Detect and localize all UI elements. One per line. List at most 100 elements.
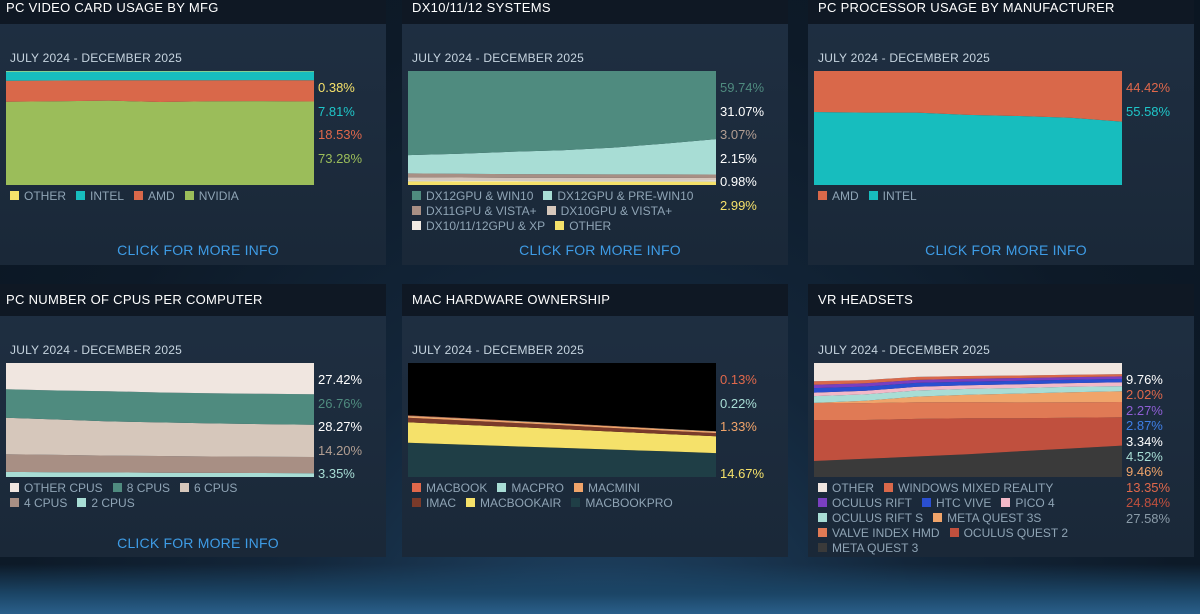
legend-swatch <box>546 206 556 215</box>
legend-item: AMD <box>134 189 175 204</box>
legend-label: NVIDIA <box>198 189 239 203</box>
legend-swatch <box>412 221 421 230</box>
value-label: 2.27% <box>1126 402 1163 418</box>
legend-label: DX10/11/12GPU & XP <box>426 219 546 233</box>
legend-label: 8 CPUS <box>126 481 171 495</box>
stacked-area-chart <box>408 71 716 185</box>
legend-swatch <box>10 191 19 200</box>
legend-label: MACBOOKPRO <box>585 496 673 510</box>
value-label: 9.76% <box>1126 372 1163 387</box>
value-label: 4.52% <box>1126 449 1163 464</box>
legend-label: DX12GPU & WIN10 <box>426 189 534 203</box>
legend-label: AMD <box>148 189 175 203</box>
legend-swatch <box>76 191 85 200</box>
chart-legend: DX12GPU & WIN10 DX12GPU & PRE-WIN10 DX11GP… <box>412 189 782 234</box>
value-label: 55.58% <box>1126 103 1171 119</box>
legend-label: OTHER <box>24 189 66 203</box>
value-labels: 27.42% 26.76% 28.27% 14.20% 3.35% <box>318 372 386 532</box>
period-label: JULY 2024 - DECEMBER 2025 <box>10 51 182 65</box>
value-label: 2.02% <box>1126 387 1163 403</box>
period-label: JULY 2024 - DECEMBER 2025 <box>10 343 182 357</box>
area-series-other <box>814 363 1122 382</box>
area-series-dx12gpu-pre-win10 <box>408 139 716 175</box>
legend-swatch <box>180 483 190 492</box>
legend-label: INTEL <box>90 189 125 203</box>
value-label: 7.81% <box>318 103 355 119</box>
area-series-oculus-quest-2 <box>814 417 1122 461</box>
value-label: 27.42% <box>318 372 363 387</box>
legend-swatch <box>412 206 421 215</box>
area-series-amd <box>6 80 314 102</box>
area-series-windows-mixed-reality <box>814 374 1122 385</box>
panel-p2: DX10/11/12 SYSTEMS JULY 2024 - DECEMBER 2… <box>402 0 788 265</box>
panel-title: MAC HARDWARE OWNERSHIP <box>402 284 788 316</box>
legend-label: OTHER <box>832 481 874 495</box>
legend-swatch <box>555 221 565 230</box>
stacked-area-chart <box>814 363 1122 477</box>
panel-title: PC NUMBER OF CPUS PER COMPUTER <box>0 284 386 316</box>
value-labels: 0.38% 7.81% 18.53% 73.28% <box>318 80 386 240</box>
legend-item: AMD <box>818 189 859 204</box>
value-label: 2.99% <box>720 197 757 213</box>
period-label: JULY 2024 - DECEMBER 2025 <box>818 343 990 357</box>
value-label: 13.35% <box>1126 479 1171 495</box>
legend-item: 8 CPUS <box>112 481 171 496</box>
more-info-link[interactable]: CLICK FOR MORE INFO <box>117 242 279 258</box>
legend-item: 6 CPUS <box>180 481 237 496</box>
legend-item: MACBOOKPRO <box>571 496 673 511</box>
period-label: JULY 2024 - DECEMBER 2025 <box>412 343 584 357</box>
legend-label: HTC VIVE <box>936 496 992 510</box>
more-info-link[interactable]: CLICK FOR MORE INFO <box>117 535 279 551</box>
legend-swatch <box>818 528 827 537</box>
value-labels: 59.74% 31.07% 3.07% 2.15% 0.98% 2.99% <box>720 80 788 240</box>
legend-swatch <box>818 483 827 492</box>
legend-label: OTHER <box>569 219 612 233</box>
legend-swatch <box>412 498 421 507</box>
legend-swatch <box>574 483 584 492</box>
area-series-dx12gpu-win10 <box>408 71 716 156</box>
legend-swatch <box>543 191 553 200</box>
chart-legend: OTHER CPUS 8 CPUS 6 CPUS 4 CPUS 2 CPUS <box>10 481 380 511</box>
legend-swatch <box>184 191 194 200</box>
area-series-intel <box>6 71 314 81</box>
legend-item: MACBOOKAIR <box>466 496 561 511</box>
area-series-imac <box>408 417 716 437</box>
panel-p1: PC VIDEO CARD USAGE BY MFG JULY 2024 - DE… <box>0 0 386 265</box>
period-label: JULY 2024 - DECEMBER 2025 <box>818 51 990 65</box>
legend-swatch <box>497 483 507 492</box>
legend-item: OTHER <box>555 219 611 234</box>
legend-label: META QUEST 3 <box>832 541 919 555</box>
legend-swatch <box>112 483 122 492</box>
value-label: 0.98% <box>720 174 757 189</box>
panel-title: VR HEADSETS <box>808 284 1194 316</box>
legend-item: DX10/11/12GPU & XP <box>412 219 545 234</box>
area-series-8-cpus <box>6 389 314 425</box>
legend-item: OTHER CPUS <box>10 481 103 496</box>
area-series-valve-index-hmd <box>814 402 1122 420</box>
legend-label: DX12GPU & PRE-WIN10 <box>557 189 694 203</box>
legend-label: 2 CPUS <box>91 496 135 510</box>
more-info-link[interactable]: CLICK FOR MORE INFO <box>519 242 681 258</box>
area-series-dx11gpu-vista- <box>408 173 716 178</box>
legend-swatch <box>412 483 421 492</box>
legend-item: OCULUS RIFT S <box>818 511 923 526</box>
more-info-link[interactable]: CLICK FOR MORE INFO <box>925 242 1087 258</box>
legend-swatch <box>134 191 144 200</box>
legend-item: MACPRO <box>497 481 564 496</box>
area-series-other <box>6 71 314 72</box>
legend-label: OCULUS RIFT <box>832 496 913 510</box>
panel-title: PC VIDEO CARD USAGE BY MFG <box>0 0 386 24</box>
value-label: 28.27% <box>318 419 363 434</box>
area-series-other-cpus <box>6 363 314 395</box>
legend-label: MACBOOKAIR <box>480 496 562 510</box>
area-series-oculus-rift <box>814 376 1122 389</box>
value-label: 18.53% <box>318 127 363 142</box>
legend-item: OCULUS QUEST 2 <box>949 526 1068 541</box>
area-series-meta-quest-3 <box>814 445 1122 477</box>
value-label: 59.74% <box>720 80 765 95</box>
panel-p6: VR HEADSETS JULY 2024 - DECEMBER 2025 9.76… <box>808 284 1194 557</box>
legend-label: OTHER CPUS <box>24 481 103 495</box>
area-series-dx10-11-12gpu-xp <box>408 180 716 182</box>
legend-label: DX11GPU & VISTA+ <box>426 204 537 218</box>
value-label: 0.38% <box>318 80 355 95</box>
